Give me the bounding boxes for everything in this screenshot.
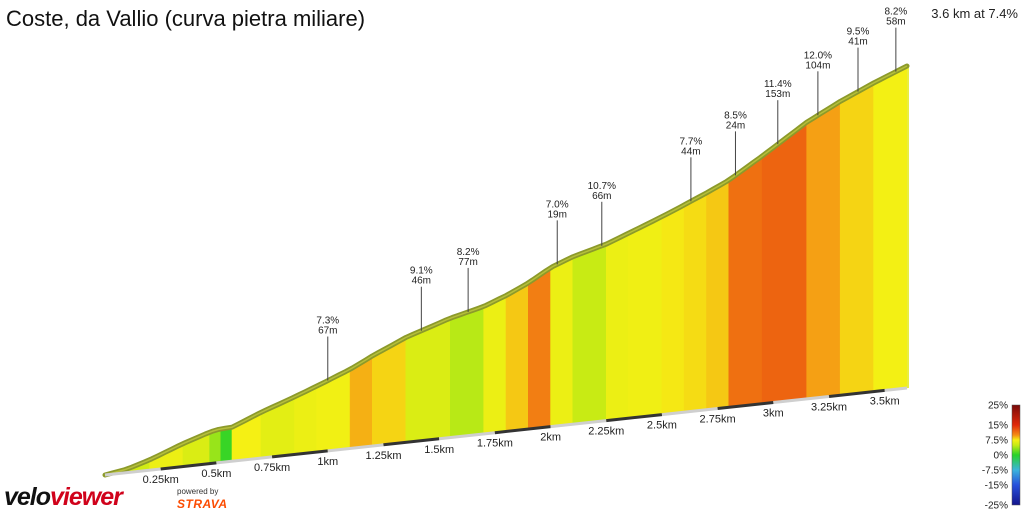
baseline-segment [271, 449, 328, 459]
x-tick-label: 1.25km [365, 450, 401, 462]
annotation-length: 41m [848, 37, 867, 48]
logo-viewer: viewer [50, 483, 123, 511]
climb-summary: 3.6 km at 7.4% [931, 6, 1018, 21]
annotation-gradient: 7.3% [316, 316, 339, 327]
x-tick-label: 0.5km [201, 468, 231, 480]
annotation-length: 19m [547, 209, 566, 220]
x-tick-label: 1.75km [477, 438, 513, 450]
annotation-length: 66m [592, 191, 611, 202]
annotation-gradient: 8.2% [885, 7, 908, 18]
annotation-length: 58m [886, 17, 905, 28]
x-tick-label: 2.75km [700, 414, 736, 426]
legend-label: -25% [985, 501, 1008, 512]
gradient-segment [605, 232, 629, 421]
gradient-segment [839, 82, 874, 396]
veloviewer-logo: veloviewer [4, 483, 123, 511]
annotation-gradient: 12.0% [804, 50, 832, 61]
gradient-segment [483, 295, 507, 435]
baseline-segment [494, 425, 551, 435]
gradient-segment [550, 256, 574, 428]
baseline-segment [661, 407, 718, 417]
x-tick-label: 1.5km [424, 444, 454, 456]
annotation-length: 153m [765, 89, 790, 100]
profile-outline [102, 63, 910, 478]
baseline-segment [383, 437, 440, 447]
gradient-legend: 25% 15% 7.5% 0% -7.5% -15% -25% [982, 401, 1021, 512]
baseline-segment [327, 443, 384, 453]
profile-top-highlight [104, 65, 908, 476]
legend-label: -15% [985, 481, 1008, 492]
legend-label: 15% [988, 421, 1008, 432]
annotation-length: 46m [412, 276, 431, 287]
legend-label: -7.5% [982, 466, 1008, 477]
gradient-segment [572, 243, 607, 425]
annotation-gradient: 8.2% [457, 247, 480, 258]
gradient-segment [628, 216, 663, 419]
annotation-length: 104m [805, 60, 830, 71]
annotation-gradient: 11.4% [764, 79, 792, 90]
x-tick-label: 2km [540, 432, 561, 444]
annotation-gradient: 9.5% [847, 27, 870, 38]
gradient-segment [527, 267, 551, 430]
logo-velo: velo [4, 483, 51, 511]
gradient-segments [104, 65, 909, 476]
baseline-segment [828, 388, 885, 398]
legend-color-bar [1011, 404, 1021, 506]
baseline-segment [717, 401, 774, 411]
annotation-gradient: 9.1% [410, 266, 433, 277]
legend-label: 0% [994, 451, 1009, 462]
annotation-length: 77m [458, 257, 477, 268]
x-tick-label: 0.75km [254, 462, 290, 474]
annotation-length: 24m [726, 120, 745, 131]
gradient-segment [220, 426, 233, 463]
annotation-length: 67m [318, 326, 337, 337]
legend-label: 7.5% [985, 436, 1008, 447]
powered-by-label: powered by [177, 487, 219, 496]
profile-end-face [907, 66, 909, 388]
baseline-segment [216, 455, 273, 465]
gradient-segment [873, 65, 908, 392]
annotation-gradient: 10.7% [588, 181, 616, 192]
gradient-segment [661, 204, 685, 415]
annotation-gradient: 7.7% [680, 136, 703, 147]
gradient-segment [761, 121, 808, 405]
baseline-segment [550, 419, 607, 429]
annotation-length: 44m [681, 146, 700, 157]
x-tick-label: 1km [317, 456, 338, 468]
baseline-segment [439, 431, 496, 441]
gradient-segment [505, 282, 529, 432]
baseline-segment [606, 413, 663, 423]
annotation-gradient: 7.0% [546, 199, 569, 210]
x-tick-label: 0.25km [143, 474, 179, 486]
legend-label: 25% [988, 401, 1008, 412]
strava-logo: STRAVA [177, 497, 228, 511]
x-tick-label: 3km [763, 408, 784, 420]
baseline-segment [773, 394, 830, 404]
annotation-gradient: 8.5% [724, 110, 747, 121]
gradient-segment [806, 100, 841, 400]
x-tick-label: 2.5km [647, 420, 677, 432]
x-tick-label: 3.5km [870, 395, 900, 407]
gradient-segment [449, 305, 485, 438]
segment-annotations: 7.3%67m9.1%46m8.2%77m7.0%19m10.7%66m7.7%… [316, 7, 907, 381]
baseline-segment [160, 461, 217, 471]
gradient-segment [683, 192, 707, 413]
gradient-segment [706, 179, 730, 411]
x-tick-label: 2.25km [588, 426, 624, 438]
chart-title: Coste, da Vallio (curva pietra miliare) [6, 6, 366, 31]
baseline-segment [104, 467, 161, 477]
x-tick-label: 3.25km [811, 402, 847, 414]
baseline-segment [884, 386, 908, 392]
gradient-segment [728, 155, 763, 408]
distance-axis: 0.25km 0.5km 0.75km 1km 1.25km 1.5km 1.75km 2km… [104, 386, 908, 486]
